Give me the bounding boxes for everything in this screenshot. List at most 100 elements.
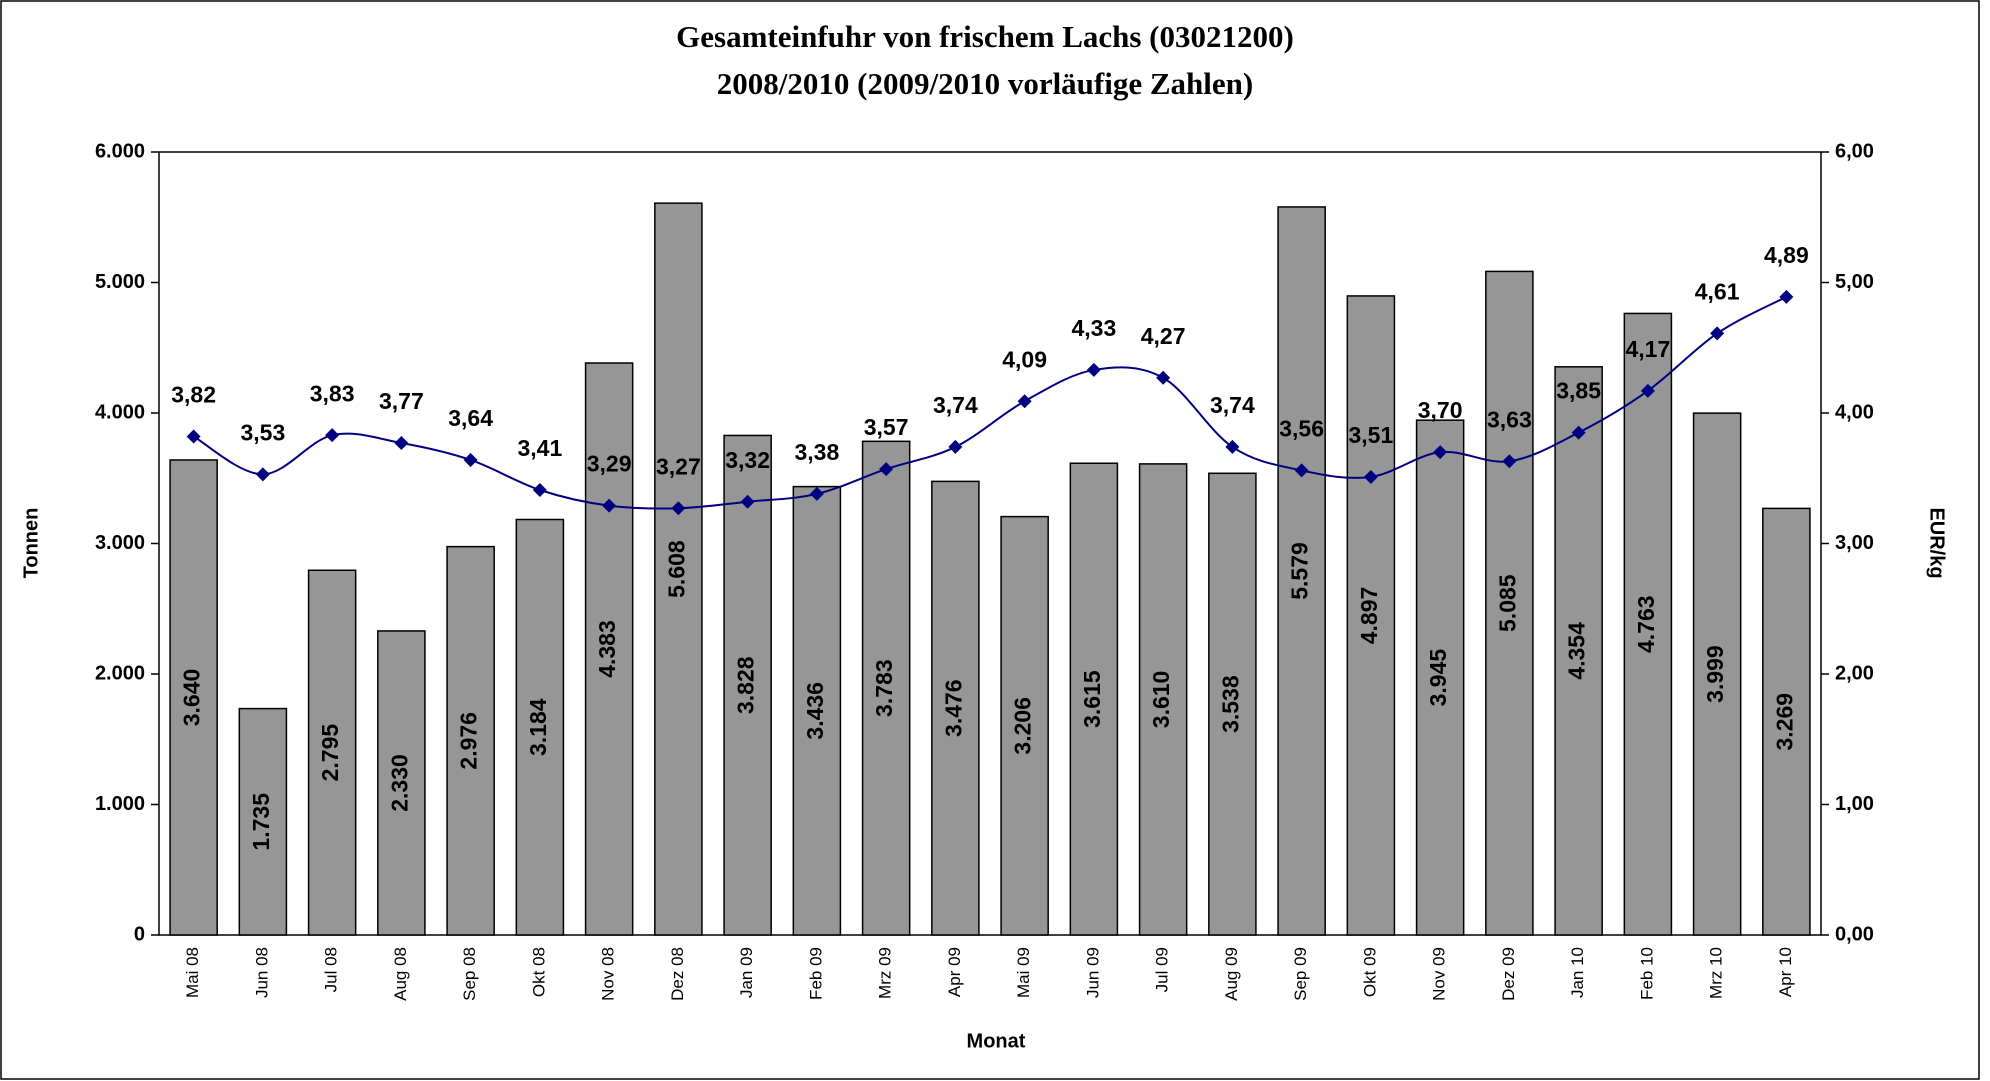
line-marker [1363, 469, 1378, 484]
line-value-label: 3,57 [864, 414, 909, 440]
y-tick-label: 6.000 [95, 140, 145, 162]
line-value-label: 3,74 [933, 392, 978, 418]
line-value-label: 3,85 [1556, 378, 1601, 404]
bar [1485, 270, 1534, 936]
bar-value-label: 4.354 [1564, 622, 1590, 680]
line-marker [1086, 362, 1101, 377]
line-marker [1433, 445, 1448, 460]
line-marker [532, 482, 547, 497]
bar [446, 545, 495, 936]
x-tick-label: Jun 09 [1083, 947, 1102, 998]
line-value-label: 3,77 [379, 388, 424, 414]
bar [1069, 462, 1119, 936]
plot-area [158, 151, 1822, 936]
line-value-label: 4,89 [1764, 242, 1809, 268]
bar [861, 440, 911, 936]
line-value-label: 4,61 [1695, 278, 1740, 304]
y2-tick-label: 2,00 [1835, 662, 1874, 684]
x-tick-label: Mrz 10 [1707, 947, 1726, 999]
bar [1208, 472, 1257, 936]
x-tick-label: Sep 09 [1291, 947, 1310, 1001]
bar-value-label: 3.610 [1148, 671, 1174, 729]
line-value-label: 4,27 [1141, 323, 1186, 349]
bar [1415, 419, 1465, 936]
bar [377, 630, 426, 936]
y2-axis-label: EUR/kg [1926, 507, 1948, 578]
y-tick-label: 5.000 [95, 271, 145, 293]
line-value-label: 3,53 [240, 419, 285, 445]
line-marker [255, 467, 270, 482]
y-tick-label: 2.000 [95, 662, 145, 684]
line [193, 295, 1787, 510]
bar-value-label: 3.945 [1425, 649, 1451, 707]
bar [515, 518, 565, 936]
bar-value-label: 3.269 [1771, 693, 1797, 751]
bar-value-label: 3.184 [525, 698, 551, 756]
bar-value-label: 3.783 [871, 659, 897, 717]
bar-value-label: 5.085 [1494, 574, 1520, 632]
line-marker [1156, 370, 1171, 385]
x-tick-label: Okt 09 [1360, 947, 1379, 997]
bar [1692, 412, 1742, 936]
bar-value-label: 4.383 [594, 620, 620, 678]
bar-value-label: 3.828 [733, 656, 759, 714]
line-value-label: 3,51 [1348, 422, 1393, 448]
chart-title: Gesamteinfuhr von frischem Lachs (030212… [676, 19, 1294, 54]
line-value-label: 3,63 [1487, 406, 1532, 432]
line-marker [948, 439, 963, 454]
line-value-label: 4,17 [1625, 336, 1670, 362]
line-value-label: 4,33 [1071, 315, 1116, 341]
x-axis-label: Monat [967, 1030, 1026, 1052]
bar [238, 707, 288, 936]
line-marker [394, 436, 409, 451]
bar-value-label: 3.640 [179, 669, 205, 727]
bar-value-label: 3.999 [1702, 645, 1728, 703]
y2-tick-label: 5,00 [1835, 271, 1874, 293]
x-tick-label: Mai 08 [183, 947, 202, 998]
y2-tick-label: 6,00 [1835, 140, 1874, 162]
line-marker [809, 486, 824, 501]
x-tick-label: Mai 09 [1014, 947, 1033, 998]
bar [792, 485, 842, 936]
line-value-label: 3,74 [1210, 392, 1255, 418]
x-tick-label: Apr 09 [945, 947, 964, 997]
line-marker [1017, 394, 1032, 409]
bar-value-label: 1.735 [248, 793, 274, 851]
line-marker [740, 494, 755, 509]
bar [1138, 463, 1188, 936]
bar-value-label: 5.579 [1287, 542, 1313, 600]
bar-value-label: 5.608 [663, 540, 689, 598]
bar [307, 569, 357, 936]
x-tick-label: Mrz 09 [876, 947, 895, 999]
bar [584, 362, 634, 936]
bar-value-label: 2.330 [386, 754, 412, 812]
bar-value-label: 4.897 [1356, 587, 1382, 645]
y2-tick-label: 1,00 [1835, 793, 1874, 815]
line-value-label: 3,82 [171, 382, 216, 408]
line-marker [1779, 289, 1794, 304]
bar [1762, 507, 1811, 936]
y-axis-label: Tonnen [20, 508, 42, 579]
line-marker [1571, 425, 1586, 440]
line-value-label: 3,32 [725, 447, 770, 473]
line-marker [879, 462, 894, 477]
y-tick-label: 4.000 [95, 401, 145, 423]
line-value-label: 3,29 [587, 451, 632, 477]
bar-value-label: 3.436 [802, 682, 828, 740]
x-tick-label: Nov 09 [1430, 947, 1449, 1001]
bar-value-label: 2.795 [317, 724, 343, 782]
y-tick-label: 3.000 [95, 532, 145, 554]
bar-value-label: 3.476 [940, 679, 966, 737]
bar [1277, 206, 1326, 936]
x-tick-label: Feb 10 [1637, 947, 1656, 1000]
line-marker [671, 501, 686, 516]
bar-value-label: 3.538 [1217, 675, 1243, 733]
bar [654, 202, 703, 936]
line-value-label: 3,27 [656, 453, 701, 479]
bar [1623, 312, 1673, 936]
y-tick-label: 0 [134, 923, 145, 945]
bar-value-label: 3.615 [1079, 670, 1105, 728]
bar [723, 434, 772, 936]
x-tick-label: Okt 08 [529, 947, 548, 997]
line-value-label: 3,38 [794, 439, 839, 465]
